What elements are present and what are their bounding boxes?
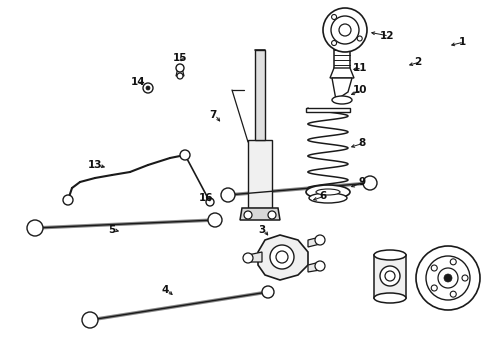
Text: 1: 1 [458, 37, 466, 47]
Circle shape [357, 36, 362, 41]
Text: 3: 3 [258, 225, 266, 235]
Circle shape [339, 24, 351, 36]
Text: 8: 8 [358, 138, 366, 148]
Circle shape [416, 246, 480, 310]
Polygon shape [374, 255, 406, 298]
Circle shape [462, 275, 468, 281]
Circle shape [176, 64, 184, 72]
Polygon shape [258, 235, 308, 280]
Polygon shape [330, 68, 354, 78]
Circle shape [143, 83, 153, 93]
Circle shape [438, 268, 458, 288]
Circle shape [332, 14, 337, 19]
Circle shape [363, 176, 377, 190]
Text: 9: 9 [359, 177, 366, 187]
Circle shape [450, 259, 456, 265]
Polygon shape [332, 78, 352, 100]
Circle shape [276, 251, 288, 263]
Circle shape [27, 220, 43, 236]
Circle shape [243, 253, 253, 263]
Circle shape [450, 291, 456, 297]
Circle shape [177, 73, 183, 79]
Circle shape [270, 245, 294, 269]
Circle shape [380, 266, 400, 286]
Polygon shape [308, 237, 320, 247]
Circle shape [262, 286, 274, 298]
Text: 2: 2 [415, 57, 421, 67]
Text: 5: 5 [108, 225, 116, 235]
Circle shape [431, 265, 437, 271]
Circle shape [332, 41, 337, 45]
Polygon shape [240, 208, 280, 220]
Text: 16: 16 [199, 193, 213, 203]
Text: 4: 4 [161, 285, 169, 295]
Ellipse shape [374, 293, 406, 303]
Text: 6: 6 [319, 191, 327, 201]
Ellipse shape [316, 189, 340, 195]
Text: 13: 13 [88, 160, 102, 170]
Circle shape [315, 235, 325, 245]
Circle shape [431, 285, 437, 291]
Circle shape [206, 198, 214, 206]
Circle shape [244, 211, 252, 219]
Circle shape [82, 312, 98, 328]
Circle shape [426, 256, 470, 300]
Polygon shape [176, 68, 184, 76]
Ellipse shape [306, 185, 350, 199]
Circle shape [208, 213, 222, 227]
Circle shape [385, 271, 395, 281]
Ellipse shape [374, 250, 406, 260]
Circle shape [315, 261, 325, 271]
Circle shape [268, 211, 276, 219]
Text: 7: 7 [209, 110, 217, 120]
Polygon shape [308, 262, 320, 272]
Circle shape [444, 274, 452, 282]
Text: 14: 14 [131, 77, 146, 87]
Circle shape [180, 150, 190, 160]
Text: 10: 10 [353, 85, 367, 95]
Polygon shape [248, 252, 262, 262]
Circle shape [221, 188, 235, 202]
Text: 12: 12 [380, 31, 394, 41]
Circle shape [63, 195, 73, 205]
Text: 11: 11 [353, 63, 367, 73]
Ellipse shape [309, 193, 347, 203]
Polygon shape [306, 108, 350, 112]
Polygon shape [248, 140, 272, 208]
Circle shape [331, 16, 359, 44]
Polygon shape [255, 50, 265, 140]
Ellipse shape [332, 96, 352, 104]
Text: 15: 15 [173, 53, 187, 63]
Circle shape [323, 8, 367, 52]
Circle shape [146, 86, 150, 90]
